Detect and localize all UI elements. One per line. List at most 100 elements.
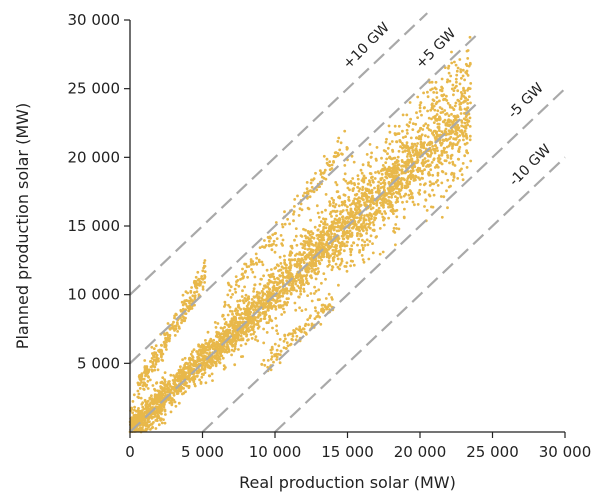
scatter-point bbox=[227, 283, 231, 287]
scatter-point bbox=[274, 243, 278, 247]
scatter-point bbox=[223, 322, 227, 326]
scatter-point bbox=[266, 305, 270, 309]
scatter-point bbox=[163, 380, 167, 383]
scatter-point bbox=[380, 172, 384, 176]
scatter-point bbox=[318, 224, 322, 227]
scatter-point bbox=[211, 364, 215, 367]
scatter-point bbox=[218, 361, 221, 364]
scatter-point bbox=[427, 141, 431, 145]
scatter-point bbox=[230, 348, 234, 352]
scatter-point bbox=[357, 189, 361, 193]
scatter-point bbox=[286, 217, 289, 221]
scatter-point bbox=[450, 50, 453, 54]
scatter-point bbox=[280, 242, 284, 246]
scatter-point bbox=[341, 224, 344, 228]
scatter-point bbox=[435, 113, 439, 116]
scatter-point bbox=[273, 353, 276, 357]
scatter-point bbox=[330, 163, 334, 167]
scatter-point bbox=[462, 88, 465, 92]
scatter-point bbox=[447, 114, 451, 118]
scatter-point bbox=[309, 218, 312, 222]
scatter-point bbox=[368, 226, 372, 230]
scatter-point bbox=[330, 232, 333, 236]
scatter-point bbox=[285, 341, 289, 345]
scatter-point bbox=[413, 142, 417, 146]
scatter-point bbox=[146, 399, 150, 403]
scatter-point bbox=[394, 243, 397, 247]
scatter-point bbox=[155, 393, 159, 397]
scatter-point bbox=[278, 290, 282, 293]
scatter-point bbox=[254, 252, 258, 256]
scatter-point bbox=[387, 216, 390, 220]
scatter-point bbox=[374, 190, 378, 194]
scatter-point bbox=[310, 263, 314, 267]
scatter-point bbox=[157, 405, 161, 409]
scatter-point bbox=[284, 266, 288, 270]
scatter-point bbox=[449, 135, 453, 139]
scatter-point bbox=[456, 114, 459, 118]
scatter-point bbox=[302, 251, 306, 254]
scatter-point bbox=[234, 339, 238, 343]
scatter-point bbox=[437, 154, 441, 158]
scatter-point bbox=[338, 148, 342, 152]
scatter-point bbox=[246, 275, 250, 279]
scatter-point bbox=[154, 358, 158, 361]
scatter-point bbox=[463, 142, 467, 146]
scatter-point bbox=[274, 316, 278, 320]
scatter-point bbox=[137, 375, 141, 379]
reference-line bbox=[129, 12, 429, 296]
scatter-point bbox=[307, 231, 310, 235]
scatter-point bbox=[449, 74, 453, 78]
scatter-point bbox=[163, 391, 167, 395]
scatter-point bbox=[300, 309, 304, 312]
reference-line bbox=[129, 32, 479, 365]
scatter-point bbox=[328, 226, 332, 230]
scatter-point bbox=[458, 103, 462, 106]
scatter-point bbox=[188, 305, 192, 308]
scatter-point bbox=[261, 294, 265, 298]
scatter-point bbox=[453, 116, 457, 120]
scatter-point bbox=[349, 264, 352, 268]
scatter-point bbox=[430, 141, 433, 144]
scatter-point bbox=[433, 148, 437, 152]
scatter-point bbox=[371, 206, 375, 210]
scatter-point bbox=[450, 112, 453, 116]
scatter-point bbox=[469, 159, 473, 163]
scatter-point bbox=[180, 300, 184, 304]
scatter-point bbox=[161, 376, 165, 379]
scatter-point bbox=[223, 350, 227, 354]
scatter-point bbox=[434, 180, 438, 184]
scatter-point bbox=[250, 298, 254, 301]
scatter-point bbox=[244, 307, 248, 311]
scatter-point bbox=[138, 426, 142, 430]
scatter-point bbox=[376, 170, 380, 174]
scatter-point bbox=[343, 244, 347, 248]
scatter-point bbox=[448, 131, 452, 135]
scatter-point bbox=[271, 326, 274, 330]
scatter-point bbox=[150, 394, 153, 398]
scatter-point bbox=[313, 271, 317, 275]
scatter-point bbox=[150, 415, 154, 419]
scatter-point bbox=[190, 366, 193, 370]
scatter-point bbox=[408, 101, 412, 104]
scatter-point bbox=[314, 277, 318, 281]
scatter-point bbox=[228, 289, 232, 292]
scatter-point bbox=[137, 410, 141, 414]
scatter-point bbox=[360, 254, 364, 257]
scatter-point bbox=[200, 372, 204, 376]
scatter-point bbox=[187, 386, 191, 389]
scatter-point bbox=[387, 124, 391, 128]
scatter-point bbox=[234, 343, 237, 346]
scatter-point bbox=[330, 245, 333, 248]
scatter-point bbox=[405, 113, 409, 117]
scatter-point bbox=[327, 303, 331, 307]
scatter-point bbox=[181, 358, 185, 361]
scatter-point bbox=[369, 203, 372, 207]
scatter-point bbox=[234, 290, 238, 294]
scatter-point bbox=[419, 169, 423, 173]
scatter-point bbox=[255, 304, 259, 308]
scatter-point bbox=[401, 113, 405, 117]
scatter-point bbox=[244, 324, 248, 328]
scatter-point bbox=[356, 231, 359, 235]
scatter-point bbox=[378, 227, 382, 230]
